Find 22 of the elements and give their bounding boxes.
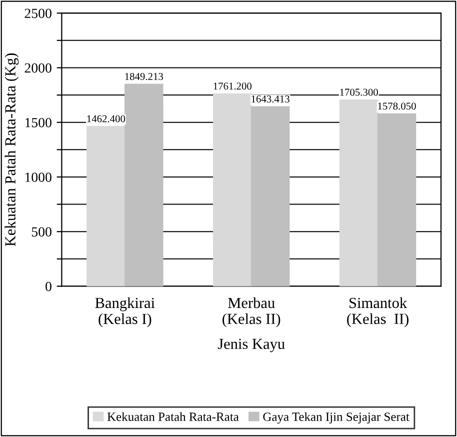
x-axis-title: Jenis Kayu [218, 338, 285, 352]
data-label: 1761.200 [214, 82, 252, 90]
y-axis-title: Kekuatan Patah Rata-Rata (Kg) [4, 53, 19, 246]
bar [250, 106, 290, 286]
data-label: 1705.300 [340, 88, 378, 96]
y-tick-label: 500 [32, 227, 52, 237]
x-tick-label: Merbau (Kelas II) [222, 297, 280, 328]
x-tick-label: Simantok (Kelas II) [347, 297, 408, 328]
data-label: 1578.050 [378, 102, 416, 110]
x-tick-label: Bangkirai (Kelas I) [95, 297, 155, 328]
data-label: 1643.413 [252, 95, 290, 103]
y-tick-label: 1000 [25, 172, 52, 182]
y-tick-label: 2000 [24, 63, 52, 73]
bar [377, 113, 416, 286]
y-tick-label: 0 [46, 282, 52, 292]
y-tick-label: 1500 [25, 118, 52, 128]
legend-label: Kekuatan Patah Rata-Rata [107, 412, 239, 421]
data-label: 1849.213 [125, 72, 164, 80]
legend-label: Gaya Tekan Ijin Sejajar Serat [263, 412, 410, 424]
bar [339, 100, 378, 286]
data-label: 1462.400 [87, 115, 126, 122]
y-tick-label: 2500 [24, 8, 52, 18]
